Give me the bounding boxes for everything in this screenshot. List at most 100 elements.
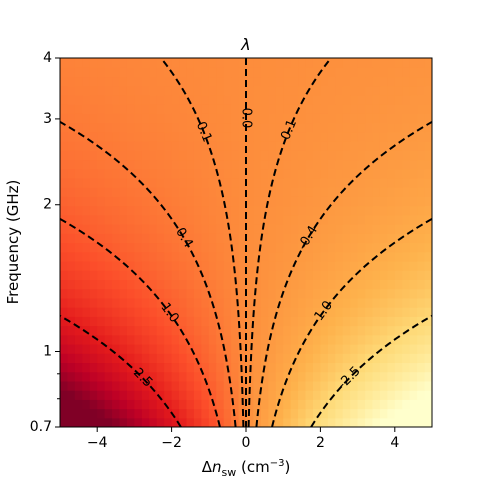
heatmap-cell: [342, 141, 351, 151]
heatmap-cell: [112, 76, 121, 87]
heatmap-cell: [298, 390, 307, 400]
heatmap-cell: [305, 279, 314, 290]
heatmap-cell: [387, 187, 396, 197]
heatmap-cell: [112, 196, 121, 207]
heatmap-cell: [290, 233, 299, 244]
heatmap-cell: [60, 94, 69, 105]
heatmap-cell: [350, 177, 359, 188]
heatmap-cell: [275, 141, 284, 151]
heatmap-cell: [350, 408, 359, 419]
heatmap-cell: [112, 334, 121, 345]
heatmap-cell: [156, 343, 165, 354]
heatmap-cell: [67, 307, 76, 317]
heatmap-cell: [357, 307, 366, 317]
heatmap-cell: [67, 353, 76, 364]
heatmap-cell: [424, 131, 432, 142]
heatmap-cell: [171, 131, 180, 142]
heatmap-cell: [409, 260, 418, 271]
heatmap-cell: [387, 122, 396, 133]
heatmap-cell: [179, 233, 188, 244]
heatmap-cell: [394, 307, 403, 317]
heatmap-cell: [141, 159, 150, 170]
heatmap-cell: [82, 67, 91, 78]
heatmap-cell: [253, 85, 262, 96]
heatmap-cell: [327, 168, 336, 179]
heatmap-cell: [305, 104, 314, 114]
heatmap-cell: [216, 362, 225, 373]
heatmap-cell: [156, 307, 165, 317]
heatmap-cell: [275, 390, 284, 400]
heatmap-cell: [246, 260, 255, 271]
heatmap-cell: [164, 76, 173, 87]
heatmap-cell: [89, 260, 98, 271]
heatmap-cell: [149, 242, 158, 253]
heatmap-cell: [298, 362, 307, 373]
heatmap-cell: [156, 187, 165, 197]
heatmap-cell: [119, 85, 128, 96]
heatmap-cell: [342, 390, 351, 400]
heatmap-cell: [186, 260, 195, 271]
heatmap-cell: [275, 353, 284, 364]
heatmap-cell: [223, 159, 232, 170]
heatmap-cell: [275, 343, 284, 354]
heatmap-cell: [149, 104, 158, 114]
heatmap-cell: [409, 297, 418, 308]
heatmap-cell: [238, 131, 247, 142]
heatmap-cell: [402, 334, 411, 345]
heatmap-cell: [201, 168, 210, 179]
heatmap-cell: [409, 279, 418, 290]
heatmap-cell: [231, 399, 240, 410]
heatmap-cell: [350, 297, 359, 308]
heatmap-cell: [60, 67, 69, 78]
heatmap-cell: [171, 279, 180, 290]
heatmap-cell: [327, 390, 336, 400]
heatmap-cell: [283, 316, 292, 327]
heatmap-cell: [201, 390, 210, 400]
heatmap-cell: [387, 242, 396, 253]
heatmap-cell: [164, 297, 173, 308]
heatmap-cell: [97, 177, 106, 188]
heatmap-cell: [67, 316, 76, 327]
heatmap-cell: [104, 279, 113, 290]
heatmap-cell: [149, 168, 158, 179]
heatmap-cell: [186, 104, 195, 114]
heatmap-cell: [134, 380, 143, 391]
heatmap-cell: [119, 122, 128, 133]
heatmap-cell: [357, 150, 366, 161]
heatmap-cell: [409, 196, 418, 207]
heatmap-cell: [424, 94, 432, 105]
heatmap-cell: [298, 307, 307, 317]
heatmap-cell: [327, 334, 336, 345]
heatmap-cell: [156, 371, 165, 382]
heatmap-cell: [290, 380, 299, 391]
heatmap-cell: [223, 279, 232, 290]
heatmap-cell: [402, 288, 411, 299]
heatmap-cell: [350, 242, 359, 253]
heatmap-cell: [97, 67, 106, 78]
heatmap-cell: [104, 307, 113, 317]
heatmap-cell: [335, 224, 344, 234]
heatmap-cell: [179, 168, 188, 179]
heatmap-cell: [335, 270, 344, 280]
heatmap-cell: [201, 242, 210, 253]
heatmap-cell: [179, 399, 188, 410]
heatmap-cell: [112, 307, 121, 317]
heatmap-cell: [275, 214, 284, 225]
heatmap-cell: [260, 270, 269, 280]
heatmap-cell: [119, 316, 128, 327]
heatmap-cell: [82, 214, 91, 225]
heatmap-cell: [60, 399, 69, 410]
heatmap-cell: [216, 334, 225, 345]
heatmap-cell: [320, 187, 329, 197]
heatmap-cell: [387, 141, 396, 151]
heatmap-cell: [365, 168, 374, 179]
heatmap-cell: [365, 417, 374, 427]
heatmap-cell: [74, 380, 83, 391]
heatmap-cell: [126, 141, 135, 151]
heatmap-cell: [253, 196, 262, 207]
heatmap-cell: [231, 307, 240, 317]
heatmap-cell: [238, 58, 247, 68]
heatmap-cell: [424, 353, 432, 364]
heatmap-cell: [409, 242, 418, 253]
heatmap-cell: [305, 224, 314, 234]
